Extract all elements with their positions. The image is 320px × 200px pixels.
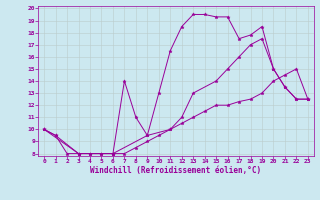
X-axis label: Windchill (Refroidissement éolien,°C): Windchill (Refroidissement éolien,°C): [91, 166, 261, 175]
